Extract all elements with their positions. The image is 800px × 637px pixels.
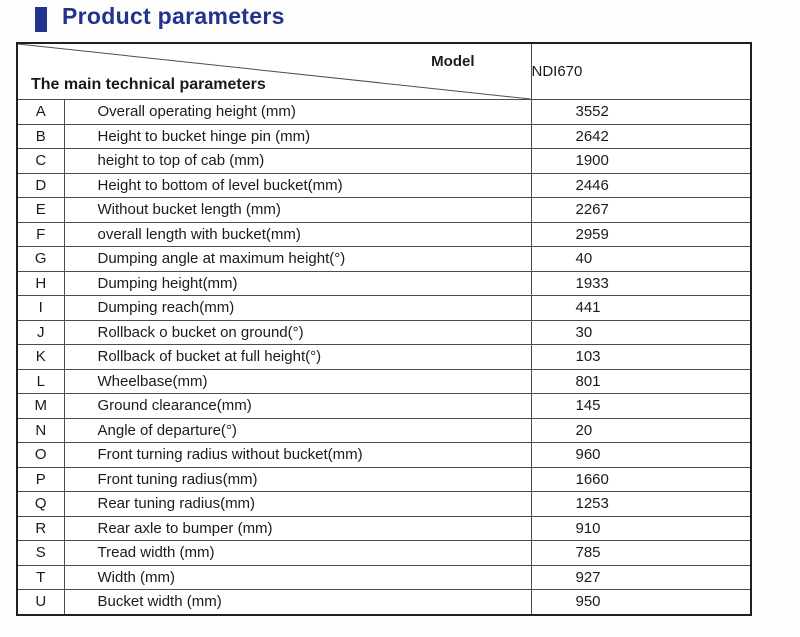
row-parameter: height to top of cab (mm): [63, 148, 532, 174]
row-parameter: Without bucket length (mm): [63, 197, 532, 223]
table-row: K Rollback of bucket at full height(°) 1…: [16, 344, 752, 370]
row-parameter: Front turning radius without bucket(mm): [63, 442, 532, 468]
row-letter: J: [16, 319, 65, 345]
row-value: 1253: [530, 491, 752, 517]
table-row: E Without bucket length (mm) 2267: [16, 197, 752, 223]
row-parameter: Rollback o bucket on ground(°): [63, 319, 532, 345]
table-body: A Overall operating height (mm) 3552 B H…: [16, 99, 752, 615]
row-parameter: Rollback of bucket at full height(°): [63, 344, 532, 370]
row-letter: K: [16, 344, 65, 370]
table-row: F overall length with bucket(mm) 2959: [16, 221, 752, 247]
row-value: 1933: [530, 270, 752, 296]
row-letter: P: [16, 466, 65, 492]
table-row: O Front turning radius without bucket(mm…: [16, 442, 752, 468]
row-value: 960: [530, 442, 752, 468]
row-parameter: Dumping reach(mm): [63, 295, 532, 321]
row-value: 950: [530, 589, 752, 615]
diagonal-divider-line: [18, 44, 531, 99]
table-row: N Angle of departure(°) 20: [16, 417, 752, 443]
table-row: Q Rear tuning radius(mm) 1253: [16, 491, 752, 517]
row-letter: C: [16, 148, 65, 174]
page-title: Product parameters: [62, 3, 285, 29]
row-value: 1900: [530, 148, 752, 174]
row-parameter: Height to bottom of level bucket(mm): [63, 172, 532, 198]
row-parameter: Dumping height(mm): [63, 270, 532, 296]
table-row: B Height to bucket hinge pin (mm) 2642: [16, 123, 752, 149]
table-row: S Tread width (mm) 785: [16, 540, 752, 566]
row-letter: M: [16, 393, 65, 419]
row-value: 1660: [530, 466, 752, 492]
header-model-name: NDI670: [530, 42, 752, 100]
table-row: T Width (mm) 927: [16, 564, 752, 590]
row-letter: G: [16, 246, 65, 272]
row-value: 927: [530, 564, 752, 590]
row-parameter: Rear tuning radius(mm): [63, 491, 532, 517]
row-value: 40: [530, 246, 752, 272]
row-letter: N: [16, 417, 65, 443]
row-parameter: Overall operating height (mm): [63, 99, 532, 125]
row-value: 441: [530, 295, 752, 321]
header-model-label: Model: [431, 53, 475, 70]
row-parameter: Front tuning radius(mm): [63, 466, 532, 492]
row-value: 2959: [530, 221, 752, 247]
row-value: 20: [530, 417, 752, 443]
row-value: 2267: [530, 197, 752, 223]
row-parameter: Wheelbase(mm): [63, 368, 532, 394]
table-row: D Height to bottom of level bucket(mm) 2…: [16, 172, 752, 198]
header-corner-cell: Model The main technical parameters: [16, 42, 532, 100]
row-letter: H: [16, 270, 65, 296]
table-row: I Dumping reach(mm) 441: [16, 295, 752, 321]
row-letter: D: [16, 172, 65, 198]
table-row: P Front tuning radius(mm) 1660: [16, 466, 752, 492]
table-row: L Wheelbase(mm) 801: [16, 368, 752, 394]
row-value: 801: [530, 368, 752, 394]
row-letter: S: [16, 540, 65, 566]
parameters-table: Model The main technical parameters NDI6…: [16, 42, 752, 616]
row-letter: R: [16, 515, 65, 541]
row-value: 785: [530, 540, 752, 566]
table-row: C height to top of cab (mm) 1900: [16, 148, 752, 174]
table-row: J Rollback o bucket on ground(°) 30: [16, 319, 752, 345]
header-parameters-label: The main technical parameters: [31, 76, 266, 93]
row-parameter: Dumping angle at maximum height(°): [63, 246, 532, 272]
row-value: 145: [530, 393, 752, 419]
row-letter: F: [16, 221, 65, 247]
row-parameter: Ground clearance(mm): [63, 393, 532, 419]
table-row: H Dumping height(mm) 1933: [16, 270, 752, 296]
row-value: 910: [530, 515, 752, 541]
row-parameter: Rear axle to bumper (mm): [63, 515, 532, 541]
table-row: U Bucket width (mm) 950: [16, 589, 752, 615]
row-letter: I: [16, 295, 65, 321]
table-header-row: Model The main technical parameters NDI6…: [16, 42, 752, 100]
row-parameter: Bucket width (mm): [63, 589, 532, 615]
table-row: M Ground clearance(mm) 145: [16, 393, 752, 419]
row-value: 30: [530, 319, 752, 345]
row-letter: E: [16, 197, 65, 223]
row-letter: B: [16, 123, 65, 149]
table-row: A Overall operating height (mm) 3552: [16, 99, 752, 125]
row-parameter: overall length with bucket(mm): [63, 221, 532, 247]
row-letter: Q: [16, 491, 65, 517]
row-letter: T: [16, 564, 65, 590]
title-accent-bar-icon: [35, 7, 47, 32]
row-value: 3552: [530, 99, 752, 125]
row-value: 2446: [530, 172, 752, 198]
row-parameter: Tread width (mm): [63, 540, 532, 566]
row-parameter: Width (mm): [63, 564, 532, 590]
row-letter: L: [16, 368, 65, 394]
row-value: 2642: [530, 123, 752, 149]
row-letter: U: [16, 589, 65, 615]
row-letter: O: [16, 442, 65, 468]
row-parameter: Height to bucket hinge pin (mm): [63, 123, 532, 149]
table-row: R Rear axle to bumper (mm) 910: [16, 515, 752, 541]
row-parameter: Angle of departure(°): [63, 417, 532, 443]
row-letter: A: [16, 99, 65, 125]
table-row: G Dumping angle at maximum height(°) 40: [16, 246, 752, 272]
row-value: 103: [530, 344, 752, 370]
